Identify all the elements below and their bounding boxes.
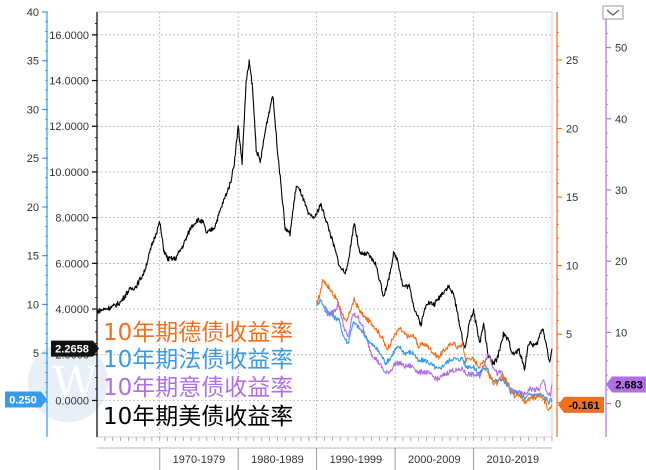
axis-purple-tick-label: 20 <box>615 256 627 268</box>
axis-purple-tick-label: 30 <box>615 185 627 197</box>
x-tick-label: 1970-1979 <box>173 454 226 466</box>
legend-entry: 10年期意债收益率 <box>103 375 293 401</box>
axis-purple-tick-label: 40 <box>615 114 627 126</box>
axis-blue-tick-label: 25 <box>27 153 39 165</box>
axis-orange-tick-label: 20 <box>566 124 578 136</box>
axis-black-tick-label: 6.0000 <box>55 258 89 270</box>
axis-purple-tick-label: 50 <box>615 43 627 55</box>
badge-blue-label: 0.250 <box>9 394 37 406</box>
legend-entry: 10年期德债收益率 <box>103 320 293 346</box>
legend-entry: 10年期法债收益率 <box>103 347 293 373</box>
series-line <box>323 301 553 397</box>
axis-blue-tick-label: 30 <box>27 104 39 116</box>
axis-black-tick-label: 16.0000 <box>49 30 89 42</box>
badge-purple-label: 2.683 <box>615 379 643 391</box>
x-tick-label: 1980-1989 <box>251 454 304 466</box>
axis-orange-tick-label: 10 <box>566 261 578 273</box>
badge-black-label: 2.2658 <box>55 344 89 356</box>
axis-purple-tick-label: 10 <box>615 327 627 339</box>
axis-black-tick-label: 8.0000 <box>55 213 89 225</box>
axis-orange-right: 2520151050 <box>556 12 578 437</box>
grid-lines <box>97 12 552 437</box>
badge-purple-shape <box>606 376 646 393</box>
axis-orange-tick-label: 25 <box>566 55 578 67</box>
axis-blue-tick-label: 15 <box>27 251 39 263</box>
series-line <box>316 279 553 411</box>
x-tick-label: 1990-1999 <box>330 454 383 466</box>
badge-orange-label: -0.161 <box>568 400 599 412</box>
axis-blue-left: 4035302520151050 <box>27 7 48 437</box>
badge-orange-shape <box>558 396 604 413</box>
series-line <box>316 298 553 405</box>
axis-orange-tick-label: 15 <box>566 192 578 204</box>
axis-blue-tick-label: 35 <box>27 56 39 68</box>
axis-blue-tick-label: 40 <box>27 7 39 19</box>
axis-purple-tick-label: 0 <box>615 399 621 411</box>
axis-black-inner: 16.0000 14.0000 12.0000 10.0000 8.0000 6.0000… <box>49 12 98 437</box>
axis-black-tick-label: 0.0000 <box>55 395 89 407</box>
badge-black-shape <box>51 340 99 357</box>
axis-blue-tick-label: 10 <box>27 299 39 311</box>
svg-text:W: W <box>52 358 98 409</box>
axis-black-tick-label: 4.0000 <box>55 304 89 316</box>
axis-black-tick-label: 12.0000 <box>49 121 89 133</box>
plot-frame <box>96 11 553 438</box>
x-tick-label: 2000-2009 <box>408 454 461 466</box>
x-tick-label: 2010-2019 <box>486 454 539 466</box>
axis-purple-right: 50 40 30 20 10 0 <box>605 12 627 437</box>
value-badges: 2.2658 0.250 -0.161 2.683 <box>5 340 646 413</box>
series-line <box>96 59 553 371</box>
axis-orange-tick-label: 5 <box>566 329 572 341</box>
x-axis: 1970-1979 1980-1989 1990-1999 2000-2009 2010… <box>97 437 553 470</box>
badge-blue-shape <box>5 391 47 408</box>
chart-menu-icon[interactable] <box>602 5 624 20</box>
axis-black-tick-label: 10.0000 <box>49 167 89 179</box>
axis-blue-tick-label: 5 <box>33 348 39 360</box>
axis-blue-tick-label: 20 <box>27 202 39 214</box>
series-layer <box>96 59 553 411</box>
legend-entry: 10年期美债收益率 <box>103 404 293 430</box>
axis-black-tick-label: 14.0000 <box>49 76 89 88</box>
